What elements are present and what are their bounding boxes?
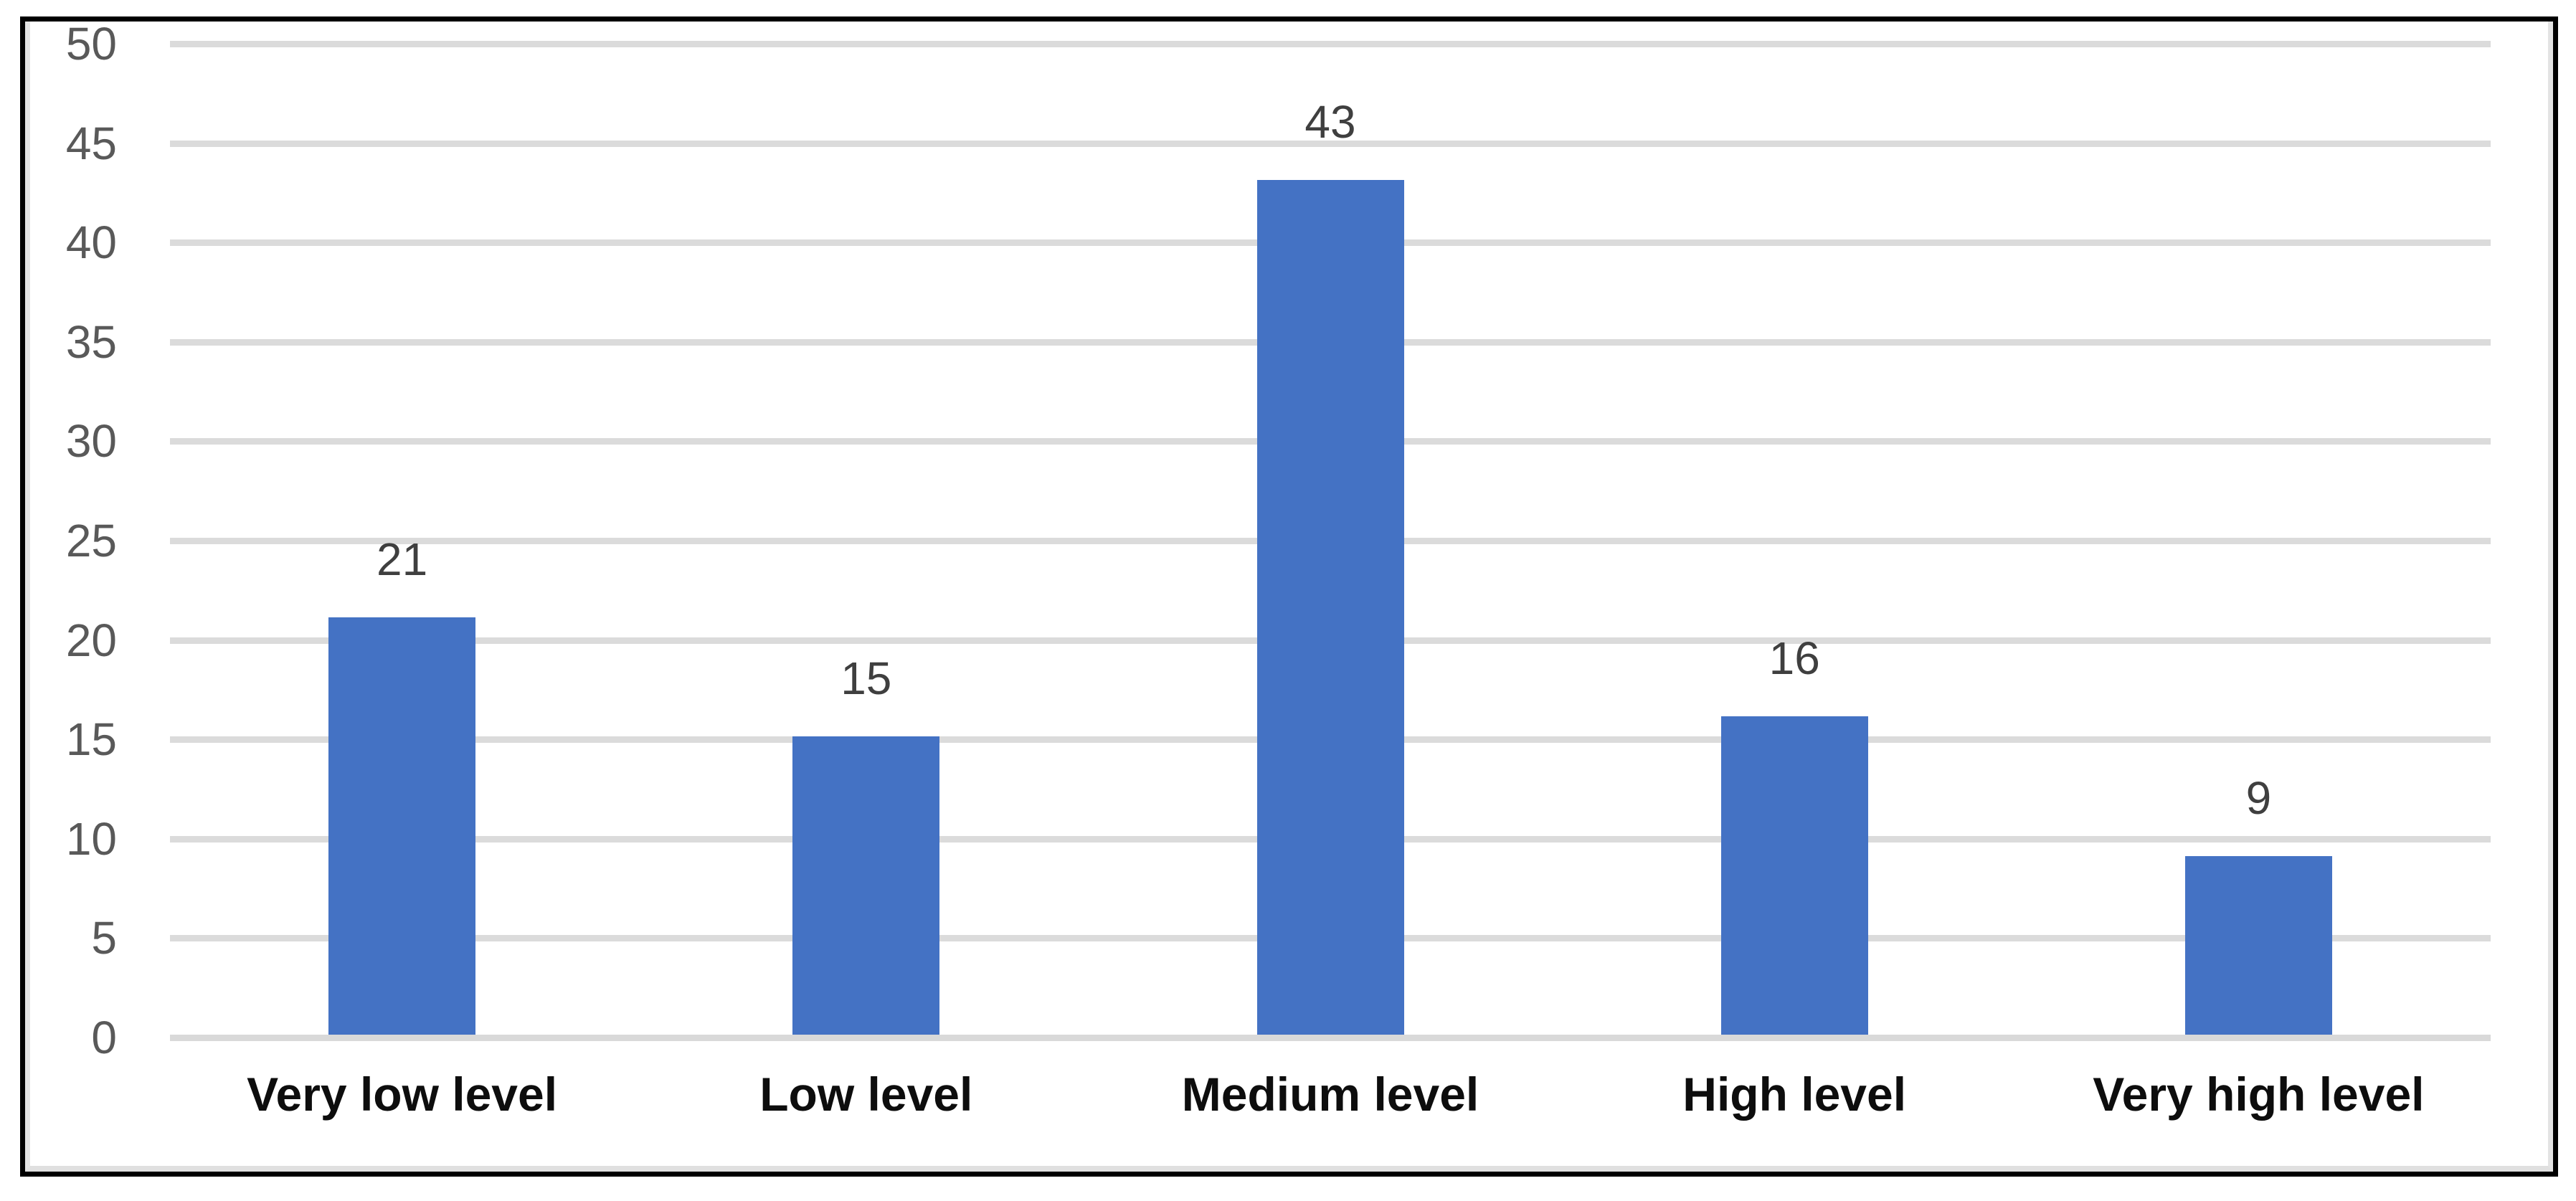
y-tick-label-0: 0 (91, 1012, 117, 1063)
y-tick-label-35: 35 (65, 315, 117, 368)
category-label-low-level: Low level (759, 1068, 973, 1121)
y-tick-label-5: 5 (91, 912, 117, 964)
y-tick-label-30: 30 (65, 415, 117, 467)
data-label-16: 16 (1768, 632, 1820, 685)
category-label-very-low-level: Very low level (247, 1068, 558, 1121)
y-tick-label-45: 45 (65, 117, 117, 169)
bar-medium-level (1256, 180, 1404, 1035)
bar-very-low-level (328, 617, 476, 1035)
y-tick-label-20: 20 (65, 614, 117, 666)
bar-very-high-level (2184, 855, 2332, 1035)
y-tick-label-15: 15 (65, 713, 117, 766)
data-label-15: 15 (840, 652, 892, 705)
data-label-43: 43 (1304, 96, 1356, 148)
gridline-50 (170, 41, 2491, 47)
y-tick-label-40: 40 (65, 217, 117, 269)
data-label-9: 9 (2245, 772, 2272, 824)
y-tick-label-25: 25 (65, 515, 117, 566)
x-axis-line (170, 1035, 2491, 1041)
data-label-21: 21 (377, 533, 428, 585)
bar-low-level (792, 736, 940, 1035)
bar-high-level (1720, 716, 1868, 1035)
category-label-medium-level: Medium level (1181, 1068, 1479, 1121)
y-tick-label-10: 10 (65, 812, 117, 865)
category-label-high-level: High level (1682, 1068, 1907, 1121)
y-tick-label-50: 50 (65, 18, 117, 70)
gridline-45 (170, 140, 2491, 147)
category-label-very-high-level: Very high level (2093, 1068, 2425, 1121)
